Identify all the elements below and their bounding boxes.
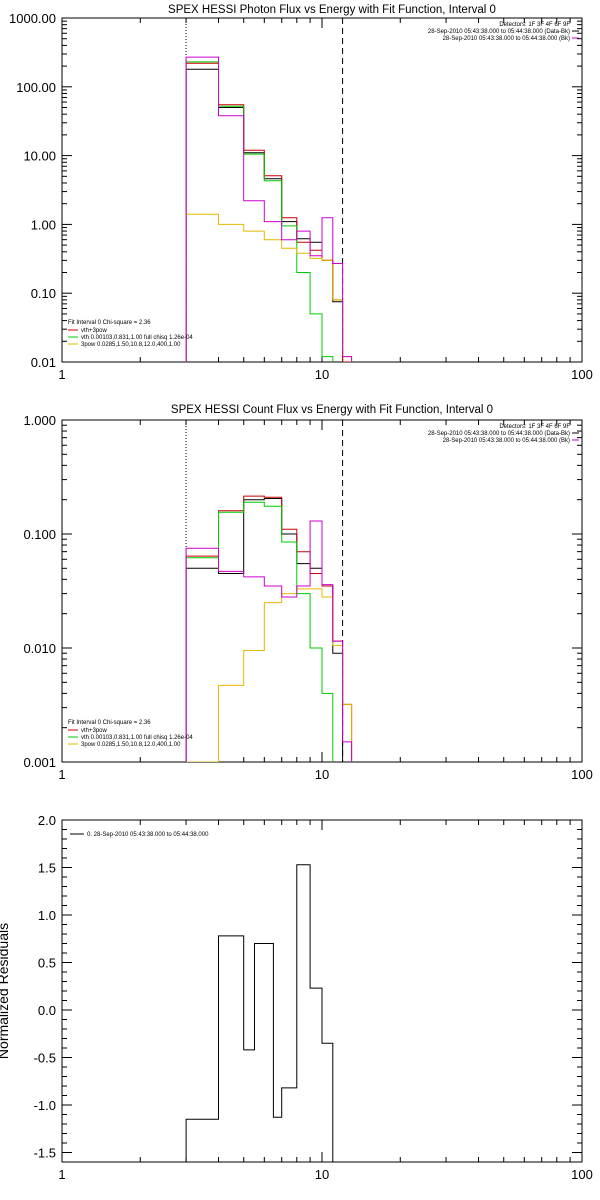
legend-label: vth+3pow	[81, 728, 108, 734]
info-text: Detectors: 1F 3F 4F 6F 9F	[499, 22, 570, 28]
panel-1: SPEX HESSI Photon Flux vs Energy with Fi…	[9, 4, 593, 382]
y-tick-label: 10.00	[23, 149, 56, 164]
y-tick-label: -1.0	[34, 1098, 56, 1113]
legend-label: 0. 28-Sep-2010 05:43:38.000 to 05:44:38.…	[87, 832, 209, 838]
y-tick-label: 0.5	[38, 956, 56, 971]
x-tick-label: 100	[571, 367, 593, 382]
y-tick-label: 1000.00	[9, 11, 56, 26]
panel-3: 1 10 100 -1.5 -1.0 -0.5 0.0 0.5 1.0 1.5 2.0 Normali…	[0, 813, 593, 1182]
series-bk	[185, 520, 353, 762]
legend-label: 3pow 0.0285,1.50,10.8,12.0,400,1.00	[81, 742, 181, 748]
y-tick-label: 1.00	[31, 217, 56, 232]
series-vth	[185, 61, 353, 362]
y-tick-label: 0.10	[31, 286, 56, 301]
y-tick-label: 0.010	[23, 641, 56, 656]
y-tick-label: 1.000	[23, 413, 56, 428]
series-residuals	[185, 864, 343, 1162]
legend-title: Fit Interval 0 Chi-square = 2.36	[68, 320, 151, 326]
y-tick-label: 0.0	[38, 1003, 56, 1018]
x-tick-label: 10	[315, 767, 329, 782]
series-pow	[185, 213, 353, 362]
series-bk	[185, 56, 353, 362]
y-tick-label: 1.5	[38, 861, 56, 876]
legend-label: 3pow 0.0285,1.50,10.8,12.0,400,1.00	[81, 342, 181, 348]
series-model	[185, 62, 352, 362]
y-tick-label: 0.001	[23, 755, 56, 770]
y-tick-label: 100.00	[16, 80, 56, 95]
series-data_bk	[185, 68, 352, 362]
x-tick-label: 1	[58, 367, 65, 382]
legend-label: vth 0.00103,0.831,1.00 full chisq 1.26e-…	[81, 335, 193, 341]
plot-frame	[61, 17, 583, 363]
chart-title: SPEX HESSI Count Flux vs Energy with Fit…	[171, 404, 493, 416]
x-tick-label: 100	[571, 1167, 593, 1182]
info-text: 28-Sep-2010 05:43:38.000 to 05:44:38.000…	[428, 431, 570, 437]
series-model	[185, 495, 353, 762]
y-tick-label: -1.5	[34, 1146, 56, 1161]
info-text: 28-Sep-2010 05:43:38.000 to 05:44:38.000…	[428, 29, 570, 35]
chart-title: SPEX HESSI Photon Flux vs Energy with Fi…	[168, 4, 496, 16]
y-tick-label: 1.0	[38, 908, 56, 923]
x-tick-label: 1	[58, 767, 65, 782]
series-vth	[185, 501, 353, 762]
info-text: Detectors: 1F 3F 4F 6F 9F	[499, 424, 570, 430]
x-tick-label: 10	[315, 1167, 329, 1182]
legend-title: Fit Interval 0 Chi-square = 2.36	[68, 720, 151, 726]
info-text: 28-Sep-2010 05:43:38.000 to 05:44:38.000…	[443, 36, 570, 42]
legend-label: vth 0.00103,0.831,1.00 full chisq 1.26e-…	[81, 735, 193, 741]
y-tick-label: 2.0	[38, 813, 56, 828]
legend-label: vth+3pow	[81, 328, 108, 334]
y-tick-label: 0.100	[23, 527, 56, 542]
y-axis-label: Normalized Residuals	[0, 923, 11, 1059]
x-tick-label: 10	[315, 367, 329, 382]
x-tick-label: 100	[571, 767, 593, 782]
y-tick-label: 0.01	[31, 355, 56, 370]
series-data_bk	[185, 498, 353, 762]
y-tick-label: -0.5	[34, 1051, 56, 1066]
info-text: 28-Sep-2010 05:43:38.000 to 05:44:38.000…	[443, 438, 570, 444]
x-tick-label: 1	[58, 1167, 65, 1182]
panel-2: SPEX HESSI Count Flux vs Energy with Fit…	[23, 404, 593, 782]
series-pow	[186, 588, 353, 762]
